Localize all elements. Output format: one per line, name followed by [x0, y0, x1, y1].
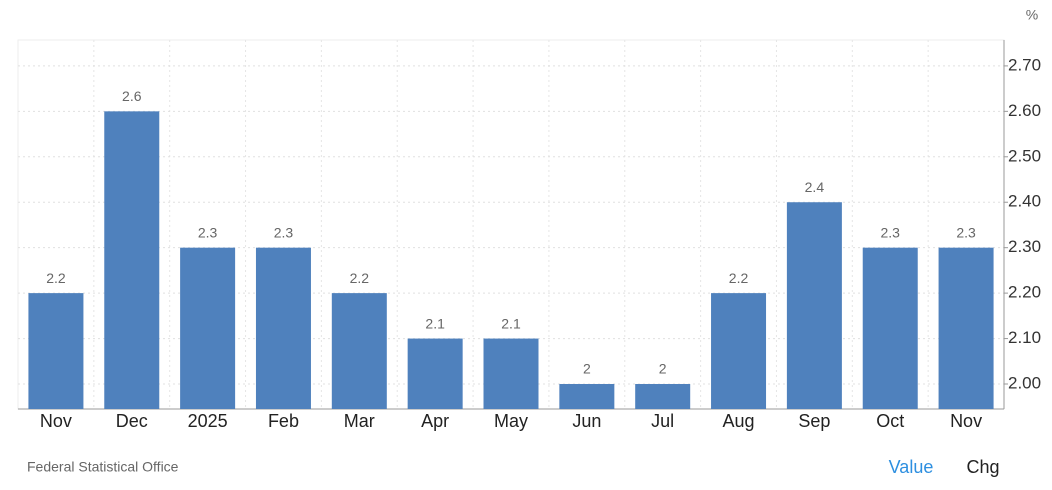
unit-label: % [1026, 7, 1038, 23]
data-label: 2.1 [501, 315, 521, 331]
bar [331, 293, 387, 409]
data-label: 2.4 [805, 179, 825, 195]
data-label: 2.3 [880, 224, 900, 240]
bar [938, 247, 994, 409]
x-tick-label: 2025 [188, 411, 228, 431]
y-tick-label: 2.00 [1008, 373, 1041, 392]
x-tick-label: Jul [651, 411, 674, 431]
data-label: 2 [583, 361, 591, 377]
y-tick-label: 2.60 [1008, 101, 1041, 120]
x-tick-label: Nov [950, 411, 982, 431]
x-tick-label: May [494, 411, 528, 431]
bar [635, 384, 691, 409]
bar [28, 293, 84, 409]
y-tick-label: 2.50 [1008, 146, 1041, 165]
x-tick-label: Apr [421, 411, 449, 431]
data-label: 2 [659, 361, 667, 377]
data-label: 2.2 [350, 270, 370, 286]
bar [104, 111, 160, 409]
x-tick-label: Nov [40, 411, 72, 431]
bar [862, 247, 918, 409]
bar [255, 247, 311, 409]
y-tick-label: 2.30 [1008, 237, 1041, 256]
y-tick-label: 2.70 [1008, 55, 1041, 74]
bar [407, 338, 463, 409]
y-tick-label: 2.20 [1008, 283, 1041, 302]
data-label: 2.6 [122, 88, 142, 104]
data-label: 2.2 [729, 270, 749, 286]
bar [180, 247, 236, 409]
x-tick-label: Dec [116, 411, 148, 431]
bar [559, 384, 615, 409]
y-tick-label: 2.40 [1008, 192, 1041, 211]
data-label: 2.3 [274, 224, 294, 240]
x-tick-label: Sep [798, 411, 830, 431]
x-tick-label: Aug [723, 411, 755, 431]
bar [711, 293, 767, 409]
value-button[interactable]: Value [889, 457, 934, 477]
data-label: 2.3 [198, 224, 218, 240]
data-label: 2.2 [46, 270, 66, 286]
data-label: 2.3 [956, 224, 976, 240]
x-tick-label: Oct [876, 411, 904, 431]
x-tick-label: Feb [268, 411, 299, 431]
chg-button[interactable]: Chg [966, 457, 999, 477]
bar [483, 338, 539, 409]
y-tick-label: 2.10 [1008, 328, 1041, 347]
source: Federal Statistical Office [27, 459, 179, 475]
x-tick-label: Jun [572, 411, 601, 431]
data-label: 2.1 [425, 315, 445, 331]
x-tick-label: Mar [344, 411, 375, 431]
bar [786, 202, 842, 409]
